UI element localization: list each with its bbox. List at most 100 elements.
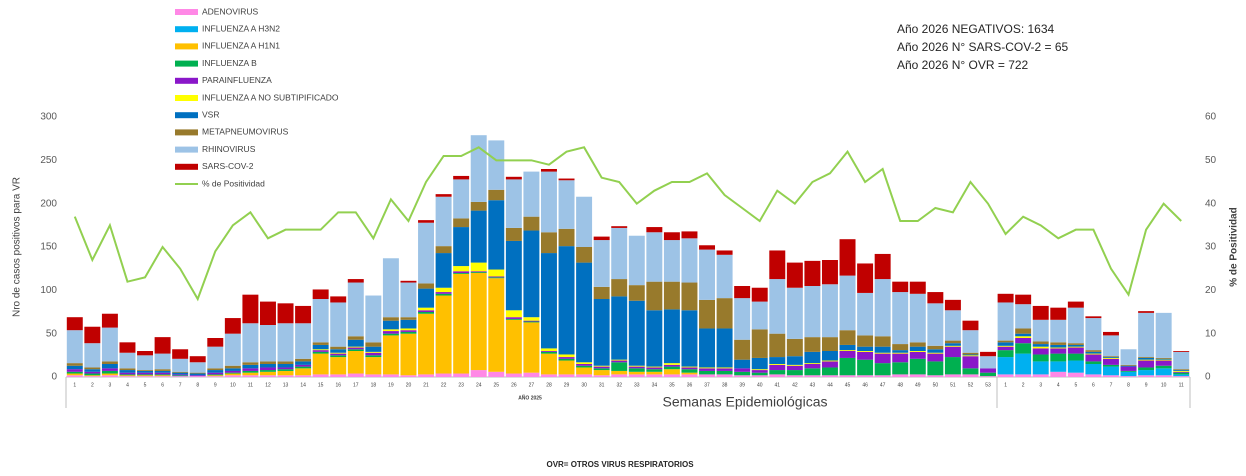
bar-segment <box>400 282 417 318</box>
bar-segment <box>1138 370 1155 376</box>
bar-segment <box>1085 318 1102 351</box>
bar-segment <box>1085 350 1102 352</box>
bar-segment <box>189 356 206 363</box>
bar-segment <box>980 368 997 373</box>
y2-tick-label: 60 <box>1205 112 1217 123</box>
bar-segment <box>1015 294 1032 305</box>
bar-segment <box>874 253 891 280</box>
bar-segment <box>646 367 663 370</box>
bar-segment <box>1102 357 1119 358</box>
bar-segment <box>1032 361 1049 375</box>
bar-segment <box>734 339 751 360</box>
bar-segment <box>1050 353 1067 362</box>
x-tick-label: 51 <box>950 382 956 388</box>
bar-segment <box>1050 361 1067 372</box>
bar-segment <box>997 340 1014 343</box>
bar-segment <box>576 247 593 263</box>
x-tick-label: 13 <box>283 382 289 388</box>
bar-segment <box>909 351 926 352</box>
x-tick-label: 26 <box>511 382 517 388</box>
bar-segment <box>523 216 540 231</box>
bar-segment <box>927 361 944 376</box>
x-tick-label: 9 <box>214 382 217 388</box>
bar-segment <box>207 374 224 376</box>
bar-segment <box>646 369 663 372</box>
bar-segment <box>259 325 276 362</box>
bar-segment <box>593 375 610 377</box>
bar-segment <box>312 349 329 351</box>
bar-segment <box>734 286 751 299</box>
bar-segment <box>769 250 786 280</box>
bar-segment <box>786 365 803 371</box>
bar-segment <box>224 370 241 373</box>
bar-segment <box>400 317 417 320</box>
bar-segment <box>962 330 979 353</box>
bar-segment <box>699 328 716 368</box>
y2-tick-label: 20 <box>1205 285 1217 296</box>
x-tick-label: 2 <box>91 382 94 388</box>
bar-segment <box>523 322 540 373</box>
bar-segment <box>137 355 154 371</box>
bar-segment <box>576 362 593 364</box>
bar-segment <box>663 366 680 370</box>
bar-segment <box>207 370 224 373</box>
bar-segment <box>909 342 926 347</box>
bar-segment <box>101 375 118 377</box>
bar-segment <box>347 349 364 351</box>
bar-segment <box>207 368 224 371</box>
bar-segment <box>1120 371 1137 377</box>
bar-segment <box>909 346 926 351</box>
bar-segment <box>295 375 312 377</box>
bar-segment <box>1173 369 1190 371</box>
bar-segment <box>1085 364 1102 375</box>
bar-segment <box>734 371 751 376</box>
x-tick-label: 7 <box>1110 382 1113 388</box>
bar-segment <box>699 370 716 375</box>
bar-segment <box>1155 365 1172 369</box>
bar-segment <box>716 328 733 368</box>
bar-segment <box>699 299 716 329</box>
legend-label: PARAINFLUENZA <box>202 75 272 85</box>
bar-segment <box>786 370 803 376</box>
bar-segment <box>154 374 171 376</box>
bar-segment <box>418 310 435 312</box>
y2-tick-label: 10 <box>1205 328 1217 339</box>
bar-segment <box>980 356 997 369</box>
x-tick-label: 4 <box>126 382 129 388</box>
bar-segment <box>839 357 856 376</box>
bar-segment <box>927 303 944 346</box>
bar-segment <box>84 343 101 368</box>
bar-segment <box>734 375 751 377</box>
bar-segment <box>488 269 505 277</box>
bar-segment <box>786 356 803 365</box>
x-tick-label: 16 <box>335 382 341 388</box>
x-tick-label: 46 <box>862 382 868 388</box>
bar-segment <box>207 376 224 377</box>
bar-segment <box>66 363 83 366</box>
bar-segment <box>154 372 171 375</box>
bar-segment <box>786 364 803 366</box>
x-tick-label: 21 <box>423 382 429 388</box>
bar-segment <box>593 368 610 371</box>
bar-segment <box>224 375 241 377</box>
bar-segment <box>505 319 522 374</box>
bar-segment <box>488 371 505 377</box>
bar-segment <box>154 375 171 377</box>
bar-segment <box>101 364 118 369</box>
bar-segment <box>663 364 680 367</box>
bar-segment <box>646 366 663 368</box>
y-tick-label: 50 <box>46 328 58 339</box>
bar-segment <box>1102 375 1119 377</box>
bar-segment <box>224 333 241 366</box>
bar-segment <box>804 260 821 286</box>
bar-segment <box>699 368 716 371</box>
x-tick-label: 8 <box>196 382 199 388</box>
bar-segment <box>453 175 470 180</box>
y2-tick-label: 30 <box>1205 242 1217 253</box>
bar-segment <box>927 349 944 353</box>
bar-segment <box>470 370 487 377</box>
bar-segment <box>400 319 417 329</box>
x-tick-label: 32 <box>616 382 622 388</box>
x-tick-label: 11 <box>1179 382 1184 388</box>
